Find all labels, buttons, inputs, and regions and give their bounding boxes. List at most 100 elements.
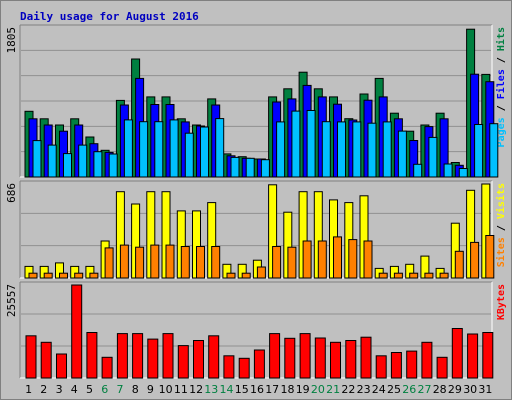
bar-highlight: [406, 265, 408, 277]
bar-highlight: [208, 99, 210, 176]
bar-highlight: [441, 119, 443, 176]
day-label-19: 19: [296, 383, 310, 396]
bar-kbytes-day-28: [436, 356, 448, 379]
bar-kbytes-day-21: [330, 341, 341, 379]
bar-kbytes-day-12: [193, 340, 204, 379]
bar-highlight: [429, 138, 431, 176]
bar-highlight: [151, 105, 153, 176]
day-label-9: 9: [147, 383, 154, 396]
bar-kbytes-day-13: [208, 335, 220, 379]
bar-highlight: [201, 128, 203, 176]
bar-highlight: [121, 106, 123, 176]
bar-highlight: [445, 165, 447, 176]
bar-highlight: [45, 274, 47, 277]
bar-pages-day-25: [397, 130, 407, 178]
bar-highlight: [247, 159, 249, 176]
series-label-part: /: [496, 51, 507, 69]
bar-pages-day-14: [230, 156, 240, 178]
bar-highlight: [224, 356, 226, 377]
bar-highlight: [365, 101, 366, 176]
bar-highlight: [407, 352, 409, 377]
bar-highlight: [406, 132, 408, 176]
bar-highlight: [223, 265, 225, 277]
bar-kbytes-day-27: [421, 341, 433, 379]
bar-highlight: [395, 119, 397, 176]
bar-highlight: [212, 247, 214, 277]
bar-highlight: [228, 156, 229, 176]
day-axis-labels: 1 2 3 4 5 6 7 8 9 10 11 12 13 14 15 16 17 18 19 20 21 22 23 24 2…: [25, 383, 492, 396]
bar-highlight: [239, 157, 241, 176]
bar-pages-day-6: [108, 153, 118, 178]
bar-highlight: [304, 86, 306, 176]
bar-sites-day-15: [241, 272, 251, 279]
bar-sites-day-31: [485, 235, 495, 279]
bar-highlight: [425, 127, 427, 176]
series-label-part: Visits: [495, 183, 507, 219]
bar-highlight: [323, 122, 325, 176]
bar-highlight: [315, 89, 317, 176]
bar-sites-day-1: [28, 272, 38, 279]
bar-kbytes-day-26: [406, 350, 418, 379]
bar-highlight: [26, 112, 27, 176]
bar-highlight: [56, 126, 58, 176]
bar-highlight: [441, 274, 443, 277]
bar-highlight: [377, 356, 379, 377]
day-label-20: 20: [311, 383, 325, 396]
day-label-28: 28: [433, 383, 447, 396]
bar-highlight: [171, 120, 173, 176]
day-label-11: 11: [174, 383, 188, 396]
bar-highlight: [410, 274, 412, 277]
bar-kbytes-day-15: [238, 357, 250, 379]
day-label-22: 22: [341, 383, 355, 396]
bar-highlight: [345, 119, 347, 176]
bar-highlight: [255, 351, 257, 377]
day-label-24: 24: [372, 383, 386, 396]
bar-pages-day-28: [443, 163, 453, 178]
bar-kbytes-day-14: [223, 355, 235, 379]
bar-pages-day-18: [291, 110, 301, 178]
bar-highlight: [86, 267, 88, 277]
bar-pages-day-4: [78, 144, 88, 178]
bar-highlight: [243, 159, 245, 176]
bar-highlight: [475, 125, 477, 176]
panel-kbytes: 25557 KBytes: [5, 281, 507, 379]
bar-highlight: [334, 105, 336, 176]
bar-sites-day-5: [89, 272, 99, 279]
series-label: Pages / Files / Hits: [495, 27, 507, 147]
bar-highlight: [292, 112, 294, 176]
bar-kbytes-day-19: [299, 333, 311, 379]
bar-highlight: [490, 124, 492, 176]
bar-highlight: [64, 154, 66, 176]
bar-pages-day-7: [123, 119, 133, 178]
bar-highlight: [277, 122, 279, 176]
bar-kbytes-day-1: [25, 335, 37, 379]
bar-sites-day-2: [43, 272, 53, 279]
bar-kbytes-day-4: [71, 284, 83, 379]
bar-highlight: [90, 144, 92, 176]
series-label-part: /: [496, 99, 507, 117]
bar-kbytes-day-8: [132, 333, 144, 379]
bar-kbytes-day-7: [116, 333, 128, 379]
bar-pages-day-20: [321, 121, 331, 178]
panel-hits-files-pages: 1805 Pages / Files / Hits: [5, 24, 507, 178]
bar-pages-day-8: [139, 121, 149, 178]
panel-visits-sites: 686 Sites / Visits: [5, 180, 507, 279]
bar-highlight: [208, 203, 210, 277]
bar-highlight: [240, 359, 242, 377]
bar-highlight: [103, 358, 105, 377]
day-label-10: 10: [159, 383, 173, 396]
bar-sites-day-13: [211, 246, 221, 279]
bar-highlight: [232, 158, 233, 176]
bar-highlight: [179, 346, 181, 377]
bar-kbytes-day-25: [390, 352, 402, 379]
bar-highlight: [269, 97, 271, 176]
day-label-6: 6: [101, 383, 108, 396]
bar-pages-day-17: [276, 121, 286, 178]
bar-highlight: [319, 242, 321, 277]
day-label-31: 31: [478, 383, 492, 396]
day-label-23: 23: [357, 383, 371, 396]
bar-highlight: [362, 338, 363, 377]
bar-highlight: [49, 146, 51, 176]
bar-pages-day-11: [184, 132, 194, 178]
bar-pages-day-16: [260, 159, 270, 178]
